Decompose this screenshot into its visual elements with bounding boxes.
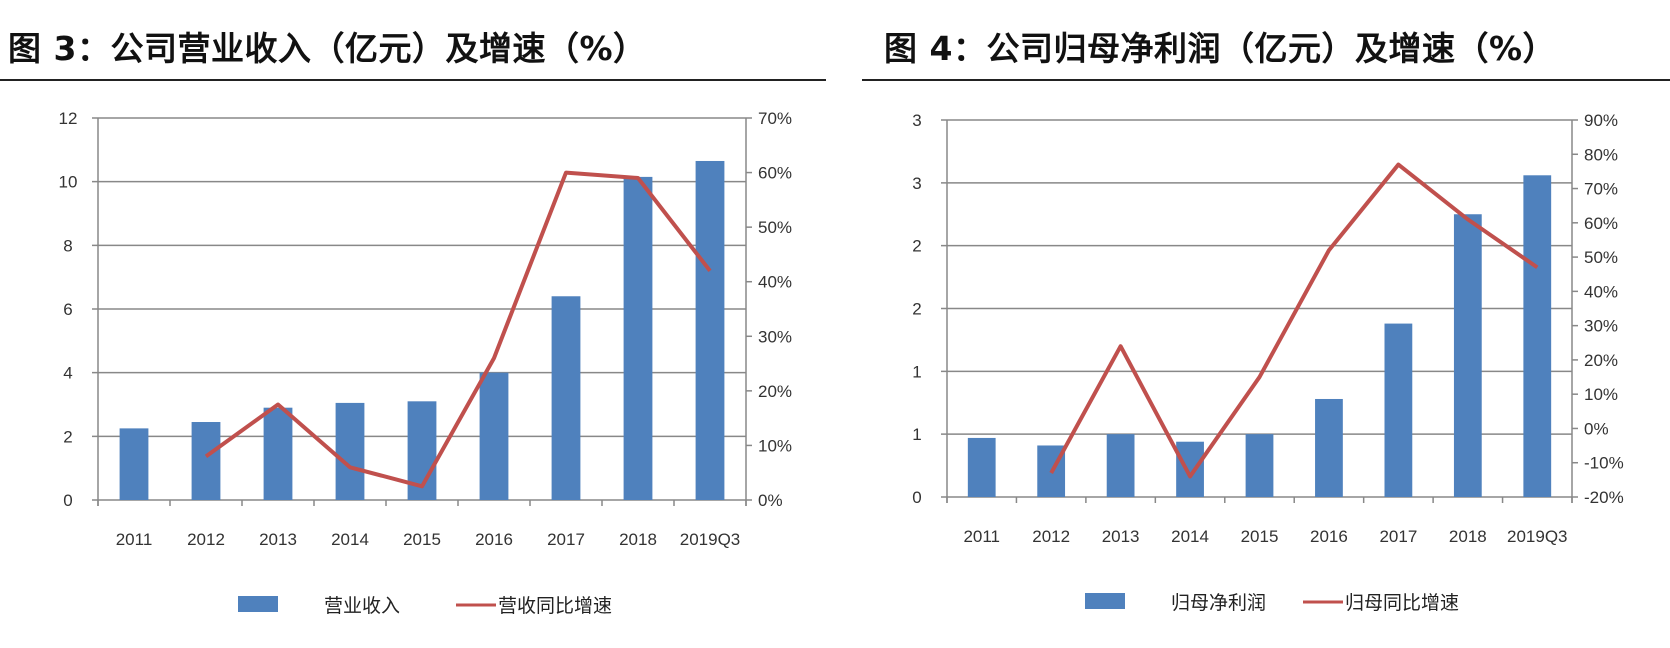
left-axis-tick: 1 [912, 425, 921, 444]
x-axis-tick: 2019Q3 [1507, 527, 1568, 546]
right-axis-tick: 70% [1584, 180, 1618, 199]
x-axis-tick: 2018 [1449, 527, 1487, 546]
left-axis-tick: 6 [63, 300, 72, 319]
left-axis-tick: 0 [912, 488, 921, 507]
x-axis-tick: 2014 [1171, 527, 1209, 546]
right-axis-tick: -10% [1584, 454, 1624, 473]
bar-2019Q3 [695, 160, 725, 500]
right-axis-tick: 50% [1584, 248, 1618, 267]
x-axis-tick: 2012 [187, 530, 225, 549]
bar-2013 [1106, 434, 1135, 497]
right-axis-tick: 0% [1584, 419, 1609, 438]
bar-2015 [1245, 434, 1274, 497]
right-axis-tick: 10% [1584, 385, 1618, 404]
bar-2016 [1315, 398, 1343, 497]
x-axis-tick: 2015 [403, 530, 441, 549]
legend-bar-swatch [1085, 593, 1125, 609]
bar-2018 [623, 176, 653, 500]
right-axis-tick: 30% [1584, 317, 1618, 336]
right-axis-tick: 20% [758, 382, 792, 401]
right-axis-tick: 80% [1584, 145, 1618, 164]
bar-2013 [263, 407, 293, 500]
right-axis-tick: 0% [758, 491, 783, 510]
chart-4-title: 图 4：公司归母净利润（亿元）及增速（%） [884, 29, 1557, 68]
legend-bar-swatch [238, 596, 278, 612]
x-axis-tick: 2014 [331, 530, 369, 549]
left-axis-tick: 2 [912, 237, 921, 256]
x-axis-tick: 2016 [475, 530, 513, 549]
bar-2012 [191, 422, 221, 500]
right-axis-tick: 60% [758, 164, 792, 183]
right-axis-tick: 40% [1584, 282, 1618, 301]
x-axis-tick: 2017 [547, 530, 585, 549]
right-axis-tick: -20% [1584, 488, 1624, 507]
bar-2011 [119, 428, 149, 500]
title-rule-3 [0, 79, 826, 81]
right-axis-tick: 10% [758, 436, 792, 455]
bar-2014 [1176, 441, 1204, 497]
left-axis-tick: 0 [63, 491, 72, 510]
left-axis-tick: 2 [63, 427, 72, 446]
growth-line [1049, 162, 1539, 479]
legend-line-label: 营收同比增速 [498, 595, 612, 617]
bar-2017 [551, 296, 581, 500]
left-axis-tick: 12 [59, 109, 78, 128]
right-axis-tick: 90% [1584, 111, 1618, 130]
bar-2018 [1453, 214, 1482, 497]
bar-2016 [479, 372, 509, 500]
x-axis-tick: 2011 [116, 530, 153, 549]
x-axis-tick: 2019Q3 [680, 530, 741, 549]
legend-line-label: 归母同比增速 [1345, 592, 1459, 614]
right-axis-tick: 60% [1584, 214, 1618, 233]
bar-2017 [1384, 323, 1413, 497]
x-axis-tick: 2013 [1102, 527, 1140, 546]
right-axis-tick: 30% [758, 327, 792, 346]
bar-2019Q3 [1523, 175, 1552, 497]
left-axis-tick: 10 [59, 173, 78, 192]
x-axis-tick: 2015 [1241, 527, 1279, 546]
left-axis-tick: 3 [912, 111, 921, 130]
x-axis-tick: 2012 [1032, 527, 1070, 546]
left-axis-tick: 3 [912, 174, 921, 193]
left-axis-tick: 4 [63, 364, 72, 383]
legend-bar-label: 营业收入 [324, 595, 400, 617]
chart-3-title: 图 3：公司营业收入（亿元）及增速（%） [8, 29, 647, 68]
bar-2011 [967, 437, 996, 497]
left-axis-tick: 8 [63, 236, 72, 255]
left-axis-tick: 2 [912, 300, 921, 319]
growth-line [204, 170, 712, 489]
right-axis-tick: 40% [758, 273, 792, 292]
x-axis-tick: 2011 [963, 527, 1000, 546]
x-axis-tick: 2018 [619, 530, 657, 549]
title-rule-4 [862, 79, 1670, 81]
legend-bar-label: 归母净利润 [1171, 592, 1266, 614]
right-axis-tick: 20% [1584, 351, 1618, 370]
right-axis-tick: 50% [758, 218, 792, 237]
right-axis-tick: 70% [758, 109, 792, 128]
x-axis-tick: 2013 [259, 530, 297, 549]
left-axis-tick: 1 [912, 362, 921, 381]
x-axis-tick: 2016 [1310, 527, 1348, 546]
x-axis-tick: 2017 [1379, 527, 1417, 546]
bar-2014 [335, 402, 365, 500]
